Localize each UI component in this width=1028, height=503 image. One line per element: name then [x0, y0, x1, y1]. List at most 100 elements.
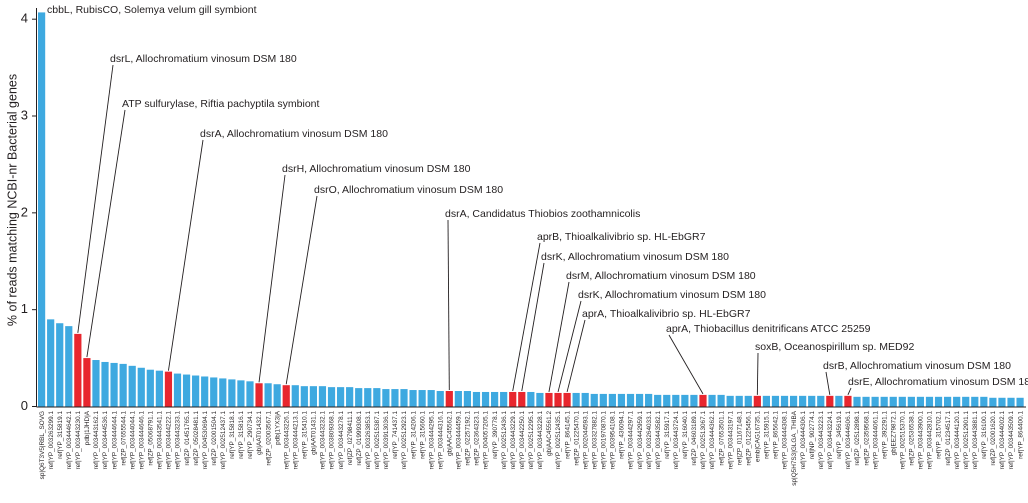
annotation: dsrK, Allochromatium vinosum DSM 180	[578, 289, 766, 301]
x-tick-label: gb|AAC45562.1	[447, 411, 454, 456]
annotation: dsrH, Allochromatium vinosum DSM 180	[282, 163, 471, 175]
x-tick-label: ref|YP_002512923.1	[401, 411, 408, 470]
annotation: dsrB, Allochromatium vinosum DSM 180	[823, 360, 1011, 372]
x-tick-label: ref|ZP_07655544.1	[120, 411, 127, 466]
x-tick-label: ref|YP_003444120.1	[954, 411, 961, 470]
x-tick-label: ref|YP_003444306.1	[800, 411, 807, 470]
x-tick-label: ref|ZP_07653501.1	[718, 411, 725, 466]
x-tick-label: ref|ZP_02003567.1	[265, 411, 272, 466]
annotation: dsrE, Allochromatium vinosum DSM 180	[848, 376, 1028, 388]
bar	[817, 395, 825, 407]
x-tick-label: gb|EEZ79872.1	[890, 411, 897, 456]
x-tick-label: ref|YP_315915.1	[764, 411, 771, 459]
bar	[491, 391, 499, 407]
bar	[255, 383, 263, 407]
bar	[481, 391, 490, 407]
annotation: dsrA, Allochromatium vinosum DSM 180	[200, 128, 388, 140]
x-tick-label: ref|ZP_02359568.1	[863, 411, 870, 466]
x-tick-label: gb|AAT01431.1	[311, 411, 318, 455]
annotation: dsrA, Candidatus Thiobios zoothamnicolis	[445, 208, 640, 220]
bar	[92, 360, 100, 407]
bar	[581, 392, 589, 407]
bar	[38, 12, 46, 407]
x-tick-label: ref|YP_003442959.1	[637, 411, 644, 470]
bar	[608, 393, 616, 407]
bar	[880, 396, 888, 407]
x-tick-label: ref|ZP_01999308.1	[356, 411, 363, 466]
bar	[672, 394, 680, 407]
annotation-leader	[668, 334, 704, 395]
bar	[626, 393, 635, 407]
bar	[74, 333, 82, 407]
x-tick-label: sp|Q6T3V5|RBL_SOVG	[39, 411, 46, 479]
bar	[355, 388, 363, 407]
x-tick-label: ref|YP_003442250.1	[519, 411, 526, 470]
annotation-leader	[548, 281, 570, 393]
bar	[889, 396, 897, 407]
bar	[989, 397, 997, 407]
bar	[599, 393, 607, 407]
x-tick-label: ref|YP_003443232.1	[320, 411, 327, 470]
bar	[518, 391, 526, 407]
bar	[309, 386, 317, 407]
x-tick-label: ref|ZP_05068791.1	[148, 411, 155, 466]
x-tick-label: ref|YP_315818.1	[229, 411, 236, 459]
bar	[799, 395, 807, 407]
x-tick-label: ref|YP_003443724.1	[673, 411, 680, 470]
x-tick-label: ref|YP_003444295.1	[428, 411, 435, 470]
bar	[182, 374, 191, 407]
x-tick-label: ref|ZP_02798411.1	[347, 411, 354, 466]
annotation: dsrL, Allochromatium vinosum DSM 180	[110, 53, 297, 65]
bar	[427, 390, 435, 407]
x-tick-label: ref|YP_004530694.1	[202, 411, 209, 470]
annotation-leader	[285, 195, 318, 385]
bar	[690, 394, 698, 407]
x-tick-label: ref|YP_002515370.1	[900, 411, 907, 470]
bar	[83, 358, 91, 407]
bar	[699, 394, 707, 407]
x-tick-label: ref|YP_004057205.1	[483, 411, 490, 470]
bar	[907, 396, 915, 407]
annotation: aprA, Thioalkalivibrio sp. HL-EbGR7	[582, 308, 751, 320]
x-tick-label: ref|YP_741437.1	[392, 411, 399, 459]
x-tick-label: ref|ZP_01234517.1	[945, 411, 952, 466]
x-tick-label: gb|AAT01432.1	[256, 411, 263, 455]
bar	[500, 391, 508, 407]
bar	[391, 389, 399, 407]
x-tick-label: ref|ZP_01225456.1	[745, 411, 752, 466]
x-tick-label: ref|YP_315917.1	[664, 411, 671, 459]
x-tick-label: ref|YP_002512437.1	[220, 411, 227, 470]
x-tick-label: ref|YP_003444606.1	[845, 411, 852, 470]
annotation: aprB, Thioalkalivibrio sp. HL-EbGR7	[537, 231, 706, 243]
x-tick-label: ref|YP_436094.1	[619, 411, 626, 459]
bar	[835, 395, 843, 407]
x-tick-label: ref|YP_002512435.1	[555, 411, 562, 470]
bar	[137, 367, 145, 407]
x-tick-label: ref|YP_003444308.1	[782, 411, 789, 470]
bar	[128, 365, 136, 407]
bar	[472, 391, 481, 407]
annotation-leader	[86, 109, 126, 358]
x-tick-label: ref|YP_003263299.1	[48, 411, 55, 470]
bar	[898, 396, 906, 407]
x-tick-label: ref|ZP_02257192.1	[465, 411, 472, 466]
bar	[962, 396, 970, 407]
annotation-leader	[756, 352, 759, 395]
bar	[173, 373, 182, 407]
x-tick-label: pdb|1YX3|A	[274, 410, 281, 445]
y-tick-label: 1	[21, 301, 28, 316]
x-tick-label: ref|YP_003443278.1	[338, 411, 345, 470]
x-tick-label: ref|ZP_02001620.1	[990, 411, 997, 466]
bar	[418, 390, 426, 407]
bar	[282, 385, 290, 407]
bar	[291, 385, 299, 407]
bar	[789, 395, 798, 407]
x-tick-label: ref|YP_865642.1	[773, 411, 780, 459]
bar	[300, 386, 308, 407]
bar	[916, 396, 925, 407]
x-tick-label: ref|YP_392291.1	[881, 411, 888, 459]
bar	[409, 390, 417, 407]
bar	[47, 319, 55, 407]
x-tick-label: ref|YP_002515387.1	[374, 411, 381, 470]
x-tick-label: ref|YP_003443224.1	[827, 411, 834, 470]
